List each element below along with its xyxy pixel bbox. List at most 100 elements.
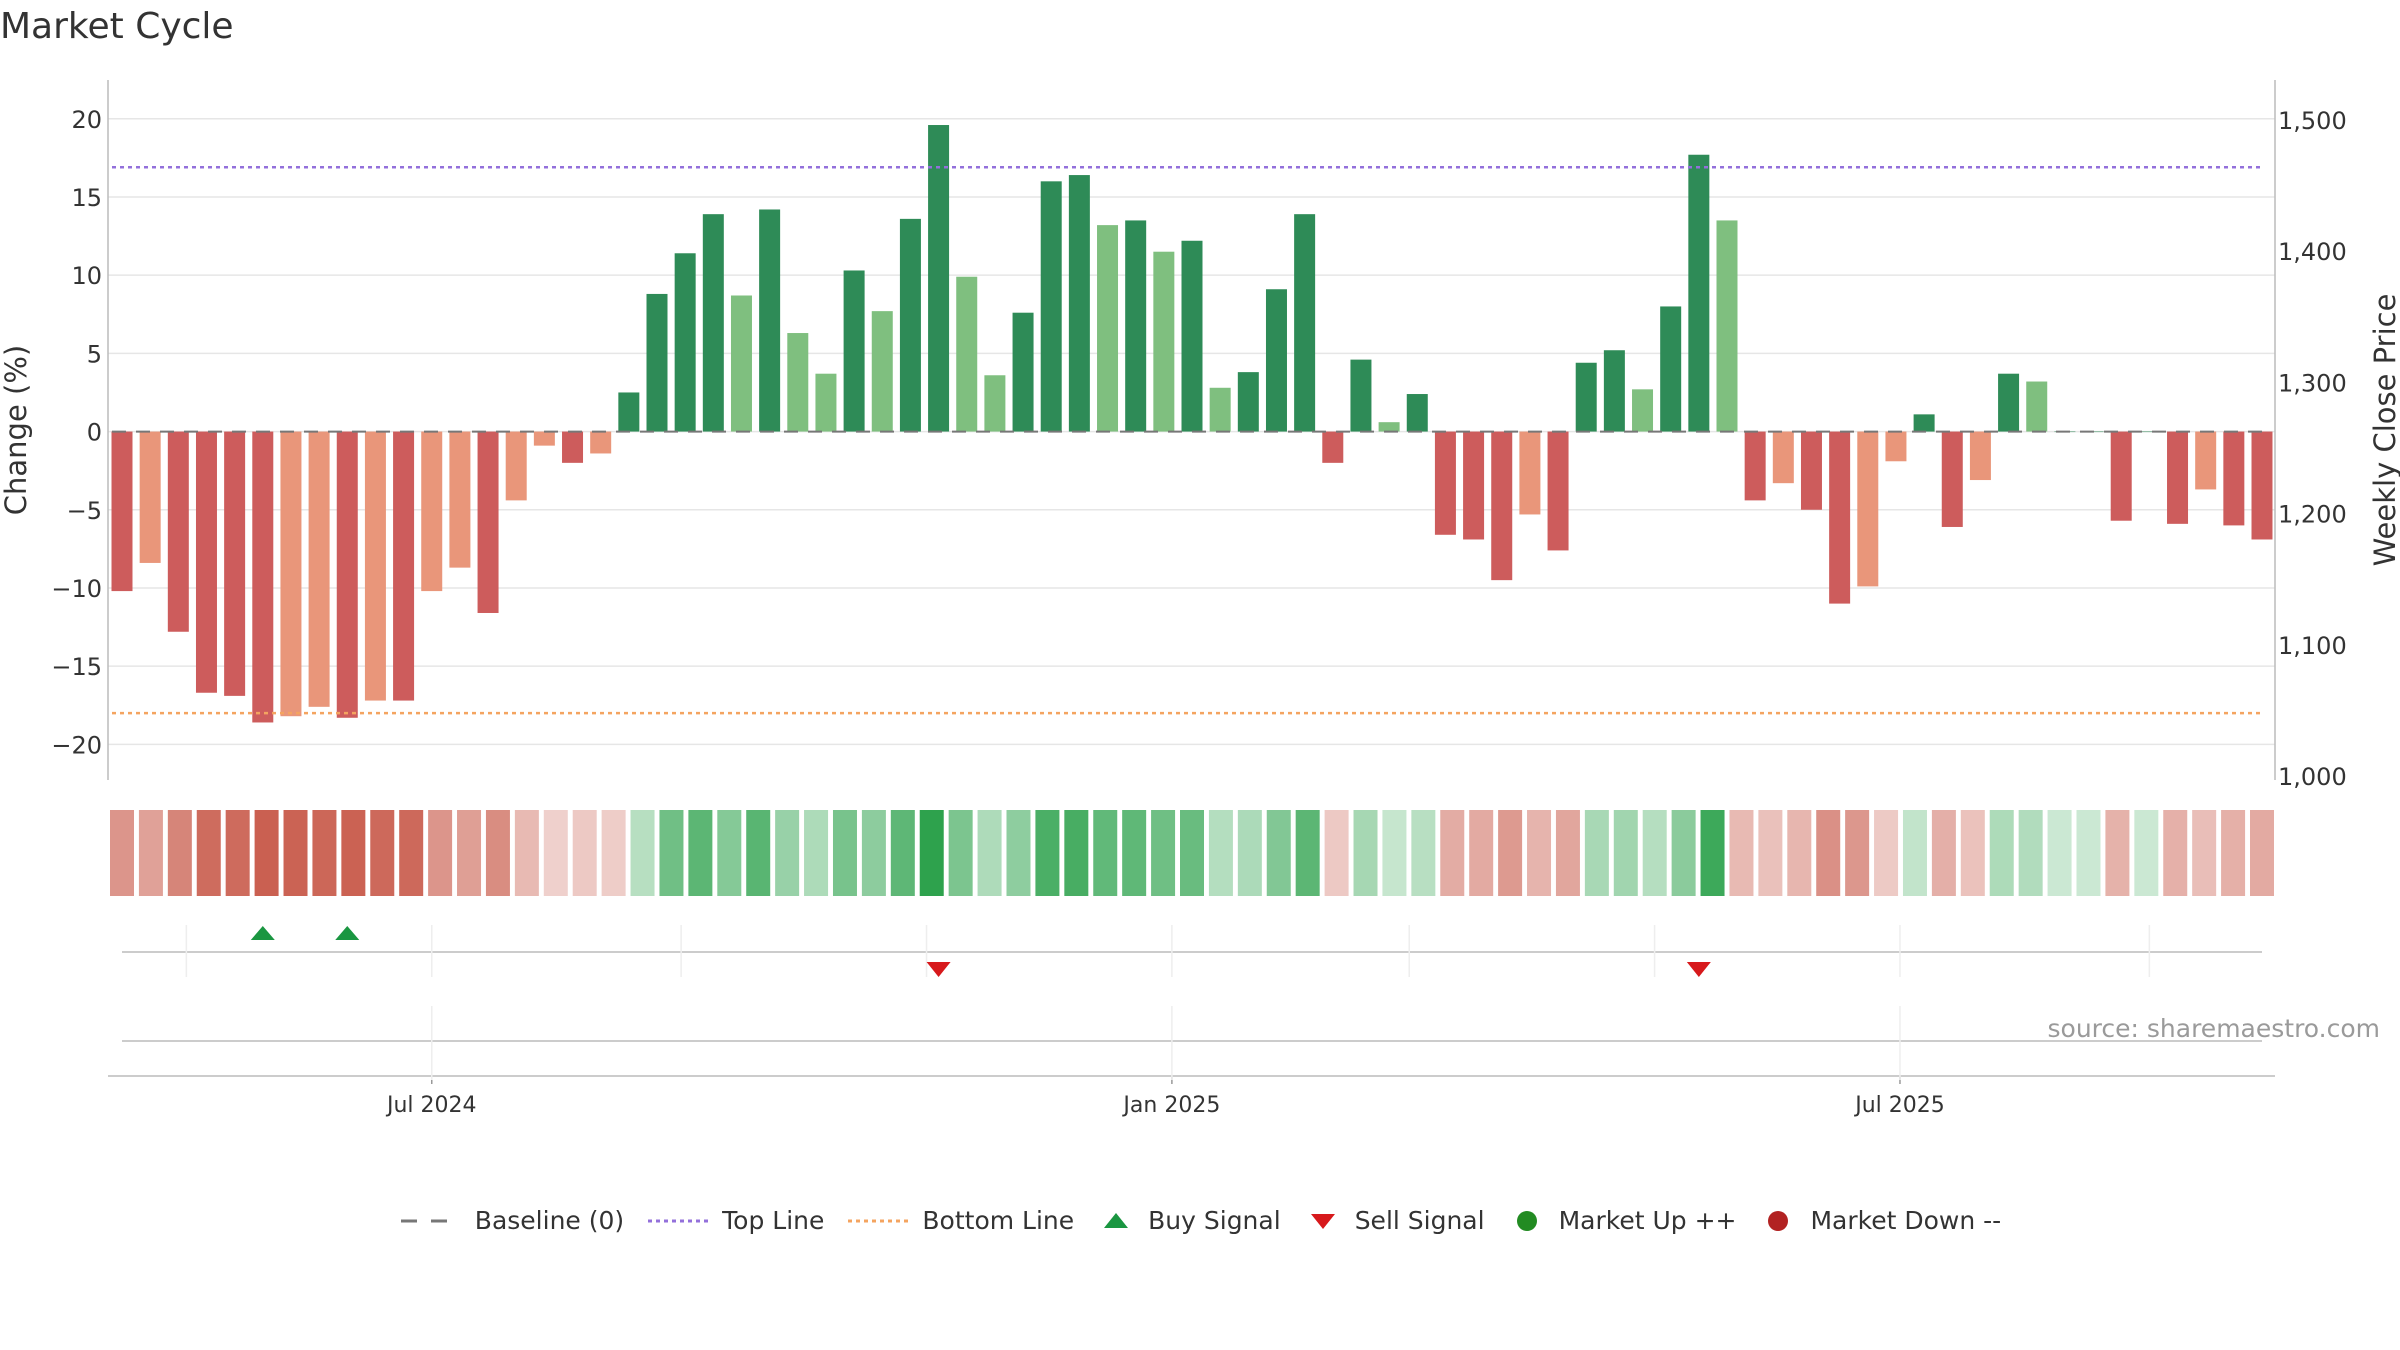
heat-cell <box>1584 810 1609 896</box>
sell-signal-marker <box>926 962 951 977</box>
y2-tick-label: 1,300 <box>2278 369 2347 397</box>
x-tick-label: Jul 2024 <box>385 1093 477 1118</box>
bar <box>759 209 781 432</box>
heat-cell <box>225 810 250 896</box>
y-tick-label: −15 <box>51 653 102 681</box>
bar <box>139 431 161 563</box>
bar <box>2195 431 2217 490</box>
bar <box>1265 289 1287 432</box>
bar <box>1575 362 1597 432</box>
heat-cell <box>861 810 886 896</box>
heat-cell <box>1411 810 1436 896</box>
y2-tick-label: 1,500 <box>2278 107 2347 135</box>
bar <box>1068 175 1090 432</box>
bar <box>1519 431 1541 515</box>
heat-strip <box>110 810 2274 896</box>
bar <box>364 431 386 701</box>
bar <box>2167 431 2189 524</box>
bar <box>1603 350 1625 432</box>
bar <box>1744 431 1766 501</box>
heat-cell <box>138 810 163 896</box>
bar <box>1941 431 1963 527</box>
legend: Baseline (0) Top Line Bottom Line Buy Signa… <box>0 1206 2400 1235</box>
y2-tick-label: 1,000 <box>2278 763 2347 791</box>
heat-cell <box>485 810 510 896</box>
bar <box>618 392 640 432</box>
bar <box>1125 220 1147 432</box>
bar <box>111 431 133 592</box>
legend-label: Top Line <box>722 1206 825 1235</box>
legend-down-icon <box>1758 1209 1798 1233</box>
legend-sell-icon <box>1303 1209 1343 1233</box>
bar <box>1547 431 1569 551</box>
legend-baseline-icon <box>399 1211 463 1231</box>
legend-item-sell: Sell Signal <box>1303 1206 1485 1235</box>
legend-item-up: Market Up ++ <box>1507 1206 1736 1235</box>
bar <box>1097 225 1119 432</box>
heat-cell <box>2250 810 2274 896</box>
bar <box>1885 431 1907 462</box>
y-tick-label: 20 <box>71 106 102 134</box>
heat-cell <box>1931 810 1956 896</box>
bar <box>984 375 1006 432</box>
legend-item-baseline: Baseline (0) <box>399 1206 624 1235</box>
bar <box>730 295 752 432</box>
bar <box>2251 431 2273 540</box>
heat-cell <box>1498 810 1523 896</box>
bar <box>1491 431 1513 581</box>
heat-cell <box>312 810 337 896</box>
bar <box>843 270 865 432</box>
heat-cell <box>1700 810 1725 896</box>
heat-cell <box>514 810 539 896</box>
y-tick-label: 15 <box>71 184 102 212</box>
heat-cell <box>717 810 742 896</box>
legend-label: Buy Signal <box>1148 1206 1281 1235</box>
bar <box>2138 431 2160 433</box>
bar <box>1969 431 1991 481</box>
heat-cell <box>659 810 684 896</box>
legend-label: Market Down -- <box>1810 1206 2002 1235</box>
bar <box>1153 251 1175 432</box>
bar <box>1632 389 1654 432</box>
bar <box>505 431 527 501</box>
bar <box>449 431 471 568</box>
bar <box>1463 431 1485 540</box>
heat-cell <box>804 810 829 896</box>
heat-cell <box>1006 810 1031 896</box>
heat-cell <box>1469 810 1494 896</box>
bar <box>871 311 893 432</box>
heat-cell <box>399 810 424 896</box>
x-tick-label: Jan 2025 <box>1121 1093 1220 1118</box>
bar <box>1350 359 1372 432</box>
bar <box>1800 431 1822 510</box>
heat-cell <box>572 810 597 896</box>
heat-cell <box>2076 810 2101 896</box>
y-tick-label: −5 <box>67 497 102 525</box>
bar <box>646 293 668 432</box>
heat-cell <box>167 810 192 896</box>
heat-cell <box>428 810 453 896</box>
bar <box>1378 422 1400 432</box>
bar <box>308 431 330 707</box>
heat-cell <box>2192 810 2217 896</box>
heat-cell <box>283 810 308 896</box>
bar <box>1406 394 1428 432</box>
bar <box>533 431 555 446</box>
legend-buy-icon <box>1096 1209 1136 1233</box>
heat-cell <box>110 810 134 896</box>
bar <box>2026 381 2048 432</box>
bar <box>2110 431 2132 521</box>
legend-item-bottom: Bottom Line <box>846 1206 1074 1235</box>
bar <box>2223 431 2245 526</box>
heat-cell <box>1787 810 1812 896</box>
heat-cell <box>1902 810 1927 896</box>
heat-cell <box>601 810 626 896</box>
heat-cell <box>1874 810 1899 896</box>
bar <box>562 431 584 463</box>
heat-cell <box>2018 810 2043 896</box>
heat-cell <box>919 810 944 896</box>
bar-series <box>111 125 2273 723</box>
heat-cell <box>890 810 915 896</box>
heat-cell <box>1845 810 1870 896</box>
y-tick-label: −10 <box>51 575 102 603</box>
